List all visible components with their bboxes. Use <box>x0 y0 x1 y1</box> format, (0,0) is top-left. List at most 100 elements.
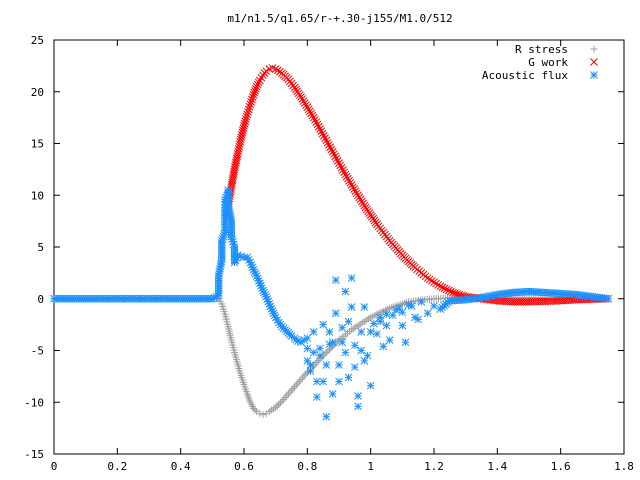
x-tick-label: 0.4 <box>171 460 191 473</box>
data-point <box>244 256 253 264</box>
data-point <box>442 285 451 294</box>
data-point <box>311 360 319 368</box>
data-point <box>447 287 455 296</box>
data-point <box>440 284 449 293</box>
data-point <box>321 134 329 142</box>
data-point <box>331 309 340 318</box>
data-point <box>335 377 343 386</box>
data-point <box>288 386 295 394</box>
data-point <box>451 289 459 298</box>
data-point <box>350 363 359 371</box>
data-point <box>425 275 434 284</box>
data-point <box>350 185 359 193</box>
data-point <box>240 122 248 130</box>
data-point <box>414 315 423 324</box>
data-point <box>328 338 337 347</box>
data-point <box>342 172 351 181</box>
y-tick-label: 5 <box>37 241 44 254</box>
data-point <box>335 159 343 168</box>
data-point <box>239 126 247 135</box>
data-point <box>283 392 291 400</box>
data-point <box>322 361 331 369</box>
data-point <box>304 105 313 114</box>
y-tick-label: 20 <box>31 86 44 99</box>
data-point <box>357 197 366 206</box>
axes: 0 0.2 0.4 0.6 0.8 1 1.2 1.4 1.6 1.8 -15 -10 -5 0 5 10 15… <box>24 34 634 473</box>
x-tick-label: 1.6 <box>551 460 571 473</box>
data-point <box>238 128 247 137</box>
data-point <box>360 303 369 311</box>
data-point <box>294 379 302 387</box>
data-point <box>322 349 330 357</box>
data-point <box>338 323 347 332</box>
legend-marker <box>590 45 598 53</box>
data-point <box>237 133 246 141</box>
data-point <box>313 120 322 129</box>
data-point <box>333 157 342 165</box>
data-point <box>302 101 310 110</box>
data-point <box>423 309 432 318</box>
data-point <box>238 131 246 139</box>
data-point <box>276 67 284 76</box>
x-tick-label: 0.2 <box>107 460 127 473</box>
data-point <box>280 395 288 403</box>
y-tick-label: 0 <box>37 293 44 306</box>
data-point <box>369 319 378 328</box>
series-0 <box>50 293 612 419</box>
data-point <box>359 199 367 208</box>
data-point <box>250 88 259 97</box>
data-point <box>303 344 312 353</box>
data-point <box>350 341 359 350</box>
data-point <box>423 274 432 282</box>
data-point <box>236 137 245 146</box>
data-point <box>299 97 308 105</box>
legend-marker <box>590 58 598 66</box>
data-point <box>319 320 328 329</box>
data-point <box>248 95 256 104</box>
data-point <box>347 303 356 311</box>
chart-title: m1/n1.5/q1.65/r-+.30-j155/M1.0/512 <box>227 12 452 25</box>
data-point <box>235 140 244 149</box>
plot-frame <box>53 39 625 455</box>
data-point <box>337 163 346 172</box>
data-point <box>312 377 321 386</box>
data-point <box>300 99 309 107</box>
data-point <box>395 304 404 312</box>
data-point <box>366 328 375 336</box>
data-point <box>327 145 336 154</box>
data-point <box>311 116 319 124</box>
data-point <box>254 78 263 87</box>
data-point <box>287 332 296 340</box>
data-point <box>338 166 347 174</box>
data-point <box>319 131 328 140</box>
data-point <box>438 283 447 292</box>
data-point <box>436 282 445 291</box>
data-point <box>242 112 251 121</box>
data-point <box>346 178 355 187</box>
data-point <box>319 377 328 386</box>
data-point <box>349 183 357 191</box>
data-point <box>352 189 361 198</box>
data-point <box>444 286 453 295</box>
data-point <box>316 125 324 133</box>
data-point <box>398 308 407 317</box>
data-point <box>292 381 300 389</box>
x-tick-label: 0 <box>51 460 58 473</box>
data-point <box>328 147 337 156</box>
data-point <box>239 124 248 133</box>
data-point <box>318 129 327 138</box>
data-point <box>245 102 254 111</box>
data-point <box>428 276 436 285</box>
data-point <box>356 195 365 204</box>
data-point <box>338 338 347 347</box>
data-point <box>259 411 267 419</box>
data-point <box>252 84 260 93</box>
data-point <box>313 358 321 366</box>
data-point <box>432 279 440 288</box>
series-1 <box>224 64 613 306</box>
data-point <box>411 313 419 322</box>
data-point <box>242 115 250 123</box>
data-point <box>330 150 338 158</box>
